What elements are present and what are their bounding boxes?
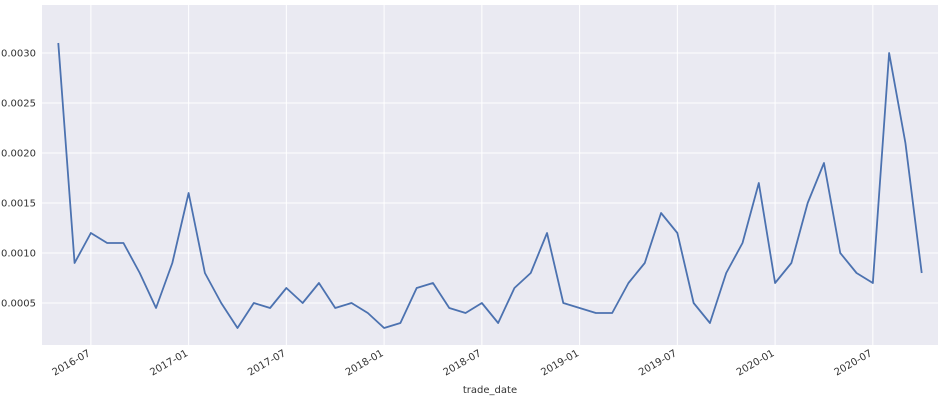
x-tick-label: 2018-07 xyxy=(442,348,484,378)
x-tick-label: 2016-07 xyxy=(51,348,93,378)
x-tick-label: 2019-07 xyxy=(637,348,679,378)
y-tick-label: 0.0005 xyxy=(1,299,36,310)
x-tick-label: 2017-07 xyxy=(246,348,288,378)
x-axis-label: trade_date xyxy=(463,385,517,396)
y-tick-label: 0.0010 xyxy=(1,249,36,260)
x-tick-label: 2017-01 xyxy=(148,348,190,378)
line-series xyxy=(57,42,923,329)
x-tick-label: 2020-01 xyxy=(735,348,777,378)
y-tick-label: 0.0030 xyxy=(1,49,36,60)
x-tick-label: 2019-01 xyxy=(539,348,581,378)
x-tick-label: 2020-07 xyxy=(833,348,875,378)
y-tick-label: 0.0020 xyxy=(1,149,36,160)
plot-area xyxy=(42,5,938,345)
y-tick-label: 0.0015 xyxy=(1,199,36,210)
x-tick-label: 2018-01 xyxy=(344,348,386,378)
y-tick-label: 0.0025 xyxy=(1,99,36,110)
